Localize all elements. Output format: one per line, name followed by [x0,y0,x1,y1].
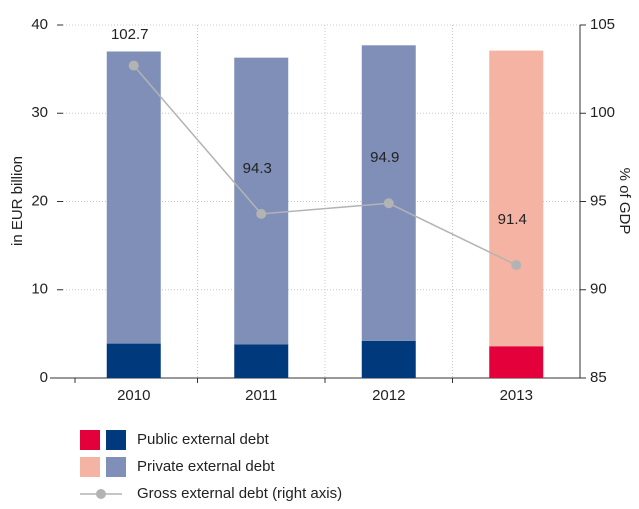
legend-swatch [80,430,100,450]
x-tick-label: 2012 [372,387,405,404]
legend-marker [96,489,106,499]
y2-tick-label: 90 [590,281,607,298]
y-tick-label: 30 [31,104,48,121]
line-point [128,60,139,71]
line-point [511,260,522,271]
bar [106,51,161,344]
line [133,65,517,266]
bar [489,346,544,378]
x-tick-label: 2013 [500,387,533,404]
data-label: 94.3 [243,160,272,177]
y-tick-label: 0 [40,369,48,386]
y2-axis-label: % of GDP [616,168,633,235]
bar [234,344,289,378]
bar [234,57,289,345]
legend-swatch [106,430,126,450]
bar [489,50,544,347]
legend-swatch [80,457,100,477]
line-point [383,198,394,209]
y2-tick-label: 85 [590,369,607,386]
y2-tick-label: 95 [590,192,607,209]
x-tick-label: 2010 [117,387,150,404]
legend-label: Private external debt [137,458,275,475]
line-point [256,208,267,219]
y2-tick-label: 105 [590,16,615,33]
bar [106,343,161,378]
y-axis-label: in EUR billion [9,156,26,246]
data-label: 94.9 [370,149,399,166]
bar [361,45,416,341]
y-tick-label: 10 [31,281,48,298]
legend-label: Gross external debt (right axis) [137,485,342,502]
data-label: 91.4 [498,211,527,228]
x-tick-label: 2011 [245,387,277,404]
legend-label: Public external debt [137,431,270,448]
y2-tick-label: 100 [590,104,615,121]
bar [361,340,416,378]
legend-swatch [106,457,126,477]
y-tick-label: 40 [31,16,48,33]
data-label: 102.7 [111,26,149,43]
y-tick-label: 20 [31,192,48,209]
